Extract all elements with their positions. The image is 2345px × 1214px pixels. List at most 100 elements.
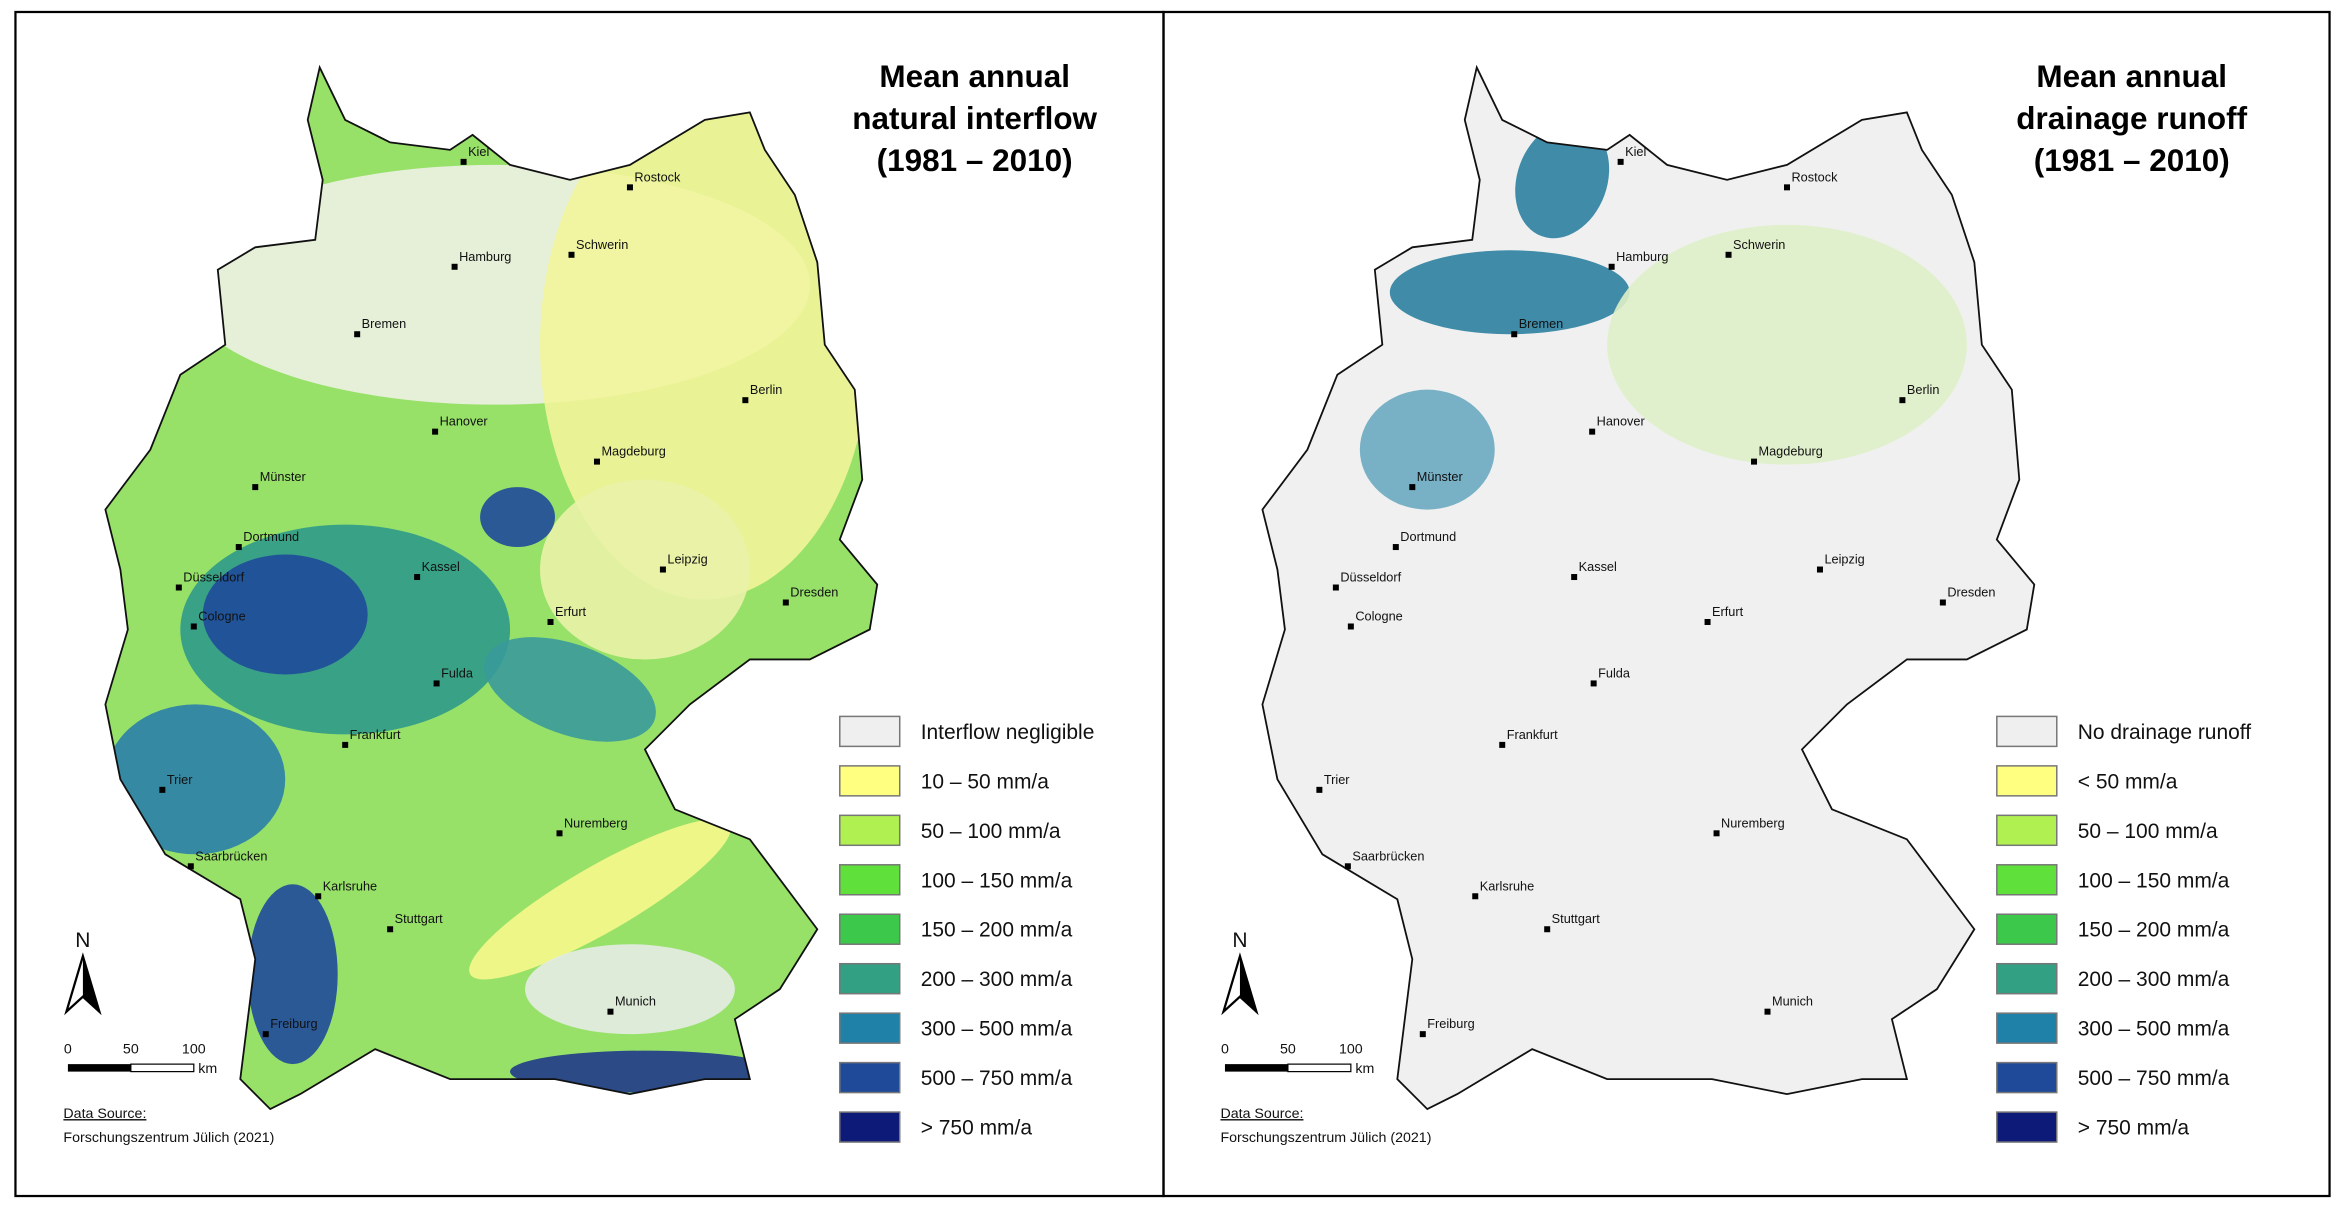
city-label: Dresden xyxy=(790,585,838,600)
scale-unit: km xyxy=(1355,1061,1374,1077)
city-label: Magdeburg xyxy=(601,444,665,459)
city-label: Dortmund xyxy=(243,529,299,544)
city-marker xyxy=(1332,584,1339,591)
legend-label: 100 – 150 mm/a xyxy=(2078,869,2230,892)
city-marker xyxy=(1725,251,1732,258)
legend-label: > 750 mm/a xyxy=(2078,1117,2190,1140)
legend-label: 300 – 500 mm/a xyxy=(921,1018,1073,1041)
city-label: Hamburg xyxy=(459,249,511,264)
scale-unit: km xyxy=(198,1061,217,1077)
scale-tick: 100 xyxy=(1339,1042,1363,1058)
city-label: Frankfurt xyxy=(1507,727,1558,742)
city-marker xyxy=(1347,623,1354,630)
panel-frame xyxy=(1162,10,2331,1198)
region xyxy=(247,884,338,1065)
scale-tick: 0 xyxy=(64,1042,72,1058)
legend-label: 50 – 100 mm/a xyxy=(921,820,1061,843)
city-label: Karlsruhe xyxy=(323,878,377,893)
city-label: Kiel xyxy=(468,144,489,159)
source-text: Forschungszentrum Jülich (2021) xyxy=(63,1130,274,1146)
legend-label: > 750 mm/a xyxy=(921,1117,1033,1140)
country-border xyxy=(1261,64,2036,1111)
city-label: Rostock xyxy=(634,169,681,184)
city-label: Bremen xyxy=(362,316,407,331)
source-label: Data Source: xyxy=(63,1106,146,1122)
city-marker xyxy=(568,251,575,258)
legend-swatch xyxy=(839,913,901,945)
city-label: Freiburg xyxy=(270,1016,317,1031)
city-label: Frankfurt xyxy=(350,727,401,742)
city-marker xyxy=(235,544,242,551)
city-marker xyxy=(354,331,361,338)
legend-label: 10 – 50 mm/a xyxy=(921,770,1050,793)
legend-swatch xyxy=(1996,1012,2058,1044)
legend-label: 150 – 200 mm/a xyxy=(921,919,1073,942)
legend-swatch xyxy=(1996,913,2058,945)
city-marker xyxy=(1899,397,1906,404)
north-label: N xyxy=(1232,929,1247,952)
panel: Mean annual natural interflow (1981 – 2010… xyxy=(63,59,1097,1146)
city-marker xyxy=(414,574,421,581)
city-marker xyxy=(190,623,197,630)
city-label: Fulda xyxy=(441,665,474,680)
legend-swatch xyxy=(839,1111,901,1143)
city-marker xyxy=(1392,544,1399,551)
legend-label: 500 – 750 mm/a xyxy=(921,1067,1073,1090)
city-marker xyxy=(175,584,182,591)
legend-swatch xyxy=(1996,765,2058,797)
region xyxy=(105,704,286,855)
title: Mean annual xyxy=(879,59,1070,94)
city-marker xyxy=(607,1008,614,1015)
title: natural interflow xyxy=(852,101,1097,136)
region xyxy=(510,1050,780,1093)
city-marker xyxy=(315,893,322,900)
scale-tick: 50 xyxy=(1280,1042,1296,1058)
city-marker xyxy=(1409,484,1416,491)
city-marker xyxy=(1316,786,1323,793)
scale-tick: 100 xyxy=(182,1042,206,1058)
city-marker xyxy=(782,599,789,606)
city-marker xyxy=(1344,863,1351,870)
city-marker xyxy=(1472,893,1479,900)
city-label: Leipzig xyxy=(1824,552,1864,567)
city-marker xyxy=(742,397,749,404)
city-marker xyxy=(1751,458,1758,465)
city-label: Rostock xyxy=(1791,169,1838,184)
legend-swatch xyxy=(839,715,901,748)
legend-swatch xyxy=(839,1012,901,1044)
city-label: Dresden xyxy=(1947,585,1995,600)
city-label: Düsseldorf xyxy=(1340,570,1401,585)
city-marker xyxy=(1939,599,1946,606)
panel: Mean annual drainage runoff (1981 – 2010) K… xyxy=(1220,59,2251,1146)
city-label: Nuremberg xyxy=(564,815,628,830)
scale-bar xyxy=(67,1064,131,1072)
city-label: Fulda xyxy=(1598,665,1631,680)
city-label: Münster xyxy=(1417,469,1464,484)
city-marker xyxy=(547,618,554,625)
city-label: Dortmund xyxy=(1400,529,1456,544)
region xyxy=(480,487,556,548)
legend-label: 200 – 300 mm/a xyxy=(921,968,1073,991)
city-label: Erfurt xyxy=(555,604,587,619)
title: drainage runoff xyxy=(2016,101,2247,136)
city-marker xyxy=(1764,1008,1771,1015)
city-marker xyxy=(1704,618,1711,625)
city-marker xyxy=(432,428,439,435)
legend-swatch xyxy=(1996,962,2058,995)
source-text: Forschungszentrum Jülich (2021) xyxy=(1220,1130,1431,1146)
legend-label: < 50 mm/a xyxy=(2078,770,2178,793)
city-marker xyxy=(659,566,666,573)
title: (1981 – 2010) xyxy=(877,143,1073,178)
city-label: Magdeburg xyxy=(1759,444,1823,459)
legend-swatch xyxy=(1996,715,2058,748)
city-label: Schwerin xyxy=(1733,237,1785,252)
city-marker xyxy=(1499,741,1506,748)
legend-swatch xyxy=(1996,814,2058,847)
legend-label: 100 – 150 mm/a xyxy=(921,869,1073,892)
city-marker xyxy=(1713,830,1720,837)
city-label: Stuttgart xyxy=(395,911,444,926)
city-label: Erfurt xyxy=(1712,604,1744,619)
source-label: Data Source: xyxy=(1220,1106,1303,1122)
region xyxy=(202,554,368,675)
city-label: Berlin xyxy=(1907,382,1940,397)
